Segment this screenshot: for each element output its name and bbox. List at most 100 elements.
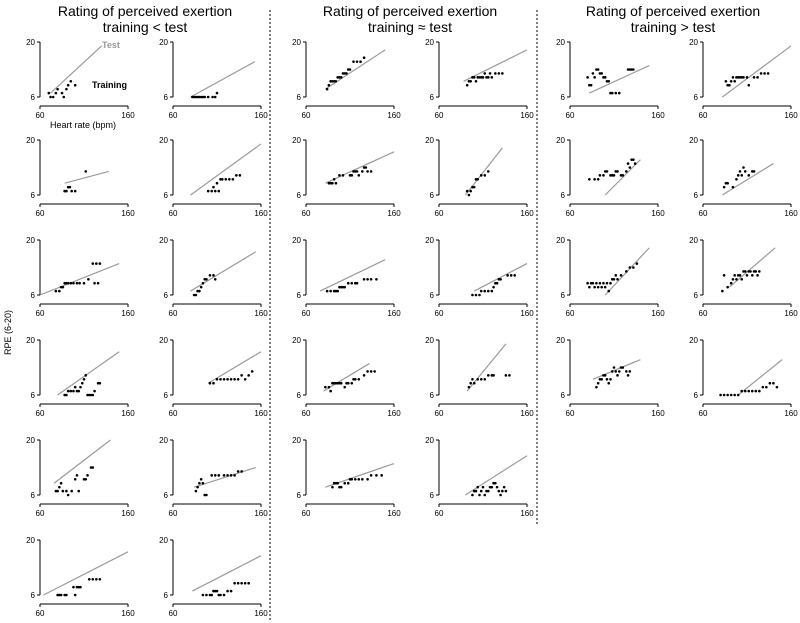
- training-point: [486, 289, 490, 293]
- x-tick-label: 160: [387, 409, 401, 418]
- training-point: [222, 593, 226, 597]
- training-point: [499, 277, 502, 281]
- x-tick-label: 160: [254, 209, 268, 218]
- training-point: [501, 72, 504, 75]
- training-point: [210, 593, 214, 597]
- x-tick-label: 60: [566, 409, 575, 418]
- training-point: [75, 281, 79, 285]
- y-tick-label: 20: [26, 236, 35, 245]
- training-point: [490, 76, 494, 79]
- training-point: [59, 481, 63, 485]
- y-tick-label: 20: [425, 436, 434, 445]
- y-tick-label: 6: [164, 491, 169, 500]
- test-line: [192, 555, 262, 592]
- y-tick-label: 6: [164, 391, 169, 400]
- test-line: [589, 65, 650, 94]
- training-point: [589, 83, 593, 87]
- legend-training: Training: [92, 80, 128, 90]
- training-point: [339, 485, 343, 489]
- group-title-2: Rating of perceived exertion training ≈ t…: [322, 3, 498, 35]
- y-tick-label: 6: [561, 391, 566, 400]
- training-point: [467, 193, 471, 197]
- y-tick-label: 6: [164, 591, 169, 600]
- training-point: [229, 474, 233, 477]
- training-point: [750, 274, 754, 277]
- x-tick-label: 160: [387, 209, 401, 218]
- training-point: [79, 585, 82, 589]
- training-point: [70, 189, 73, 193]
- y-tick-label: 20: [292, 38, 301, 47]
- group-title-1: Rating of perceived exertion training < t…: [57, 3, 233, 35]
- training-point: [632, 266, 635, 269]
- training-point: [338, 174, 341, 177]
- training-point: [219, 377, 222, 381]
- training-point: [62, 95, 66, 99]
- test-line: [463, 49, 528, 82]
- training-point: [56, 489, 59, 493]
- training-point: [60, 91, 64, 95]
- training-point: [212, 381, 215, 385]
- training-point: [596, 177, 600, 181]
- x-tick-label: 160: [784, 209, 798, 218]
- training-point: [240, 374, 243, 377]
- test-line: [722, 163, 774, 196]
- y-tick-label: 20: [159, 136, 168, 145]
- training-point: [747, 83, 751, 87]
- y-tick-label: 6: [694, 391, 699, 400]
- y-tick-label: 6: [31, 93, 36, 102]
- training-point: [212, 274, 215, 277]
- training-point: [247, 581, 250, 585]
- training-point: [210, 474, 214, 477]
- training-point: [743, 170, 747, 173]
- training-point: [765, 385, 768, 389]
- x-tick-label: 160: [387, 509, 401, 518]
- training-point: [66, 281, 70, 285]
- x-tick-label: 60: [36, 309, 45, 318]
- test-line: [193, 466, 256, 488]
- training-point: [362, 56, 366, 60]
- x-tick-label: 160: [520, 309, 534, 318]
- y-tick-label: 6: [694, 93, 699, 102]
- x-tick-label: 160: [520, 111, 534, 120]
- training-point: [486, 489, 490, 493]
- y-tick-label: 6: [297, 491, 302, 500]
- training-point: [78, 281, 81, 285]
- training-point: [603, 285, 607, 289]
- training-point: [70, 489, 73, 493]
- x-tick-label: 60: [302, 209, 311, 218]
- training-point: [600, 285, 603, 289]
- panel-1-2-1: 6 20 60 160: [26, 136, 135, 218]
- training-point: [610, 91, 614, 95]
- training-point: [66, 389, 70, 393]
- training-point: [233, 377, 236, 381]
- training-point: [479, 289, 483, 293]
- panel-1-4-1: 6 20 60 160: [26, 336, 135, 418]
- test-line: [325, 151, 395, 184]
- panel-3-3-2: 6 20 60 160: [689, 236, 798, 318]
- x-tick-label: 160: [121, 111, 135, 120]
- training-point: [201, 281, 205, 285]
- training-point: [628, 370, 632, 373]
- training-point: [213, 474, 217, 477]
- training-point: [66, 493, 70, 497]
- y-tick-label: 20: [689, 236, 698, 245]
- training-point: [612, 277, 616, 281]
- x-axis-label: Heart rate (bpm): [50, 120, 117, 130]
- training-point: [743, 270, 747, 273]
- training-point: [616, 170, 619, 173]
- test-line: [722, 45, 792, 98]
- training-point: [481, 485, 485, 489]
- training-point: [740, 389, 744, 393]
- training-point: [369, 474, 373, 477]
- training-point: [607, 381, 611, 385]
- panel-1-4-2: 6 20 60 160: [159, 336, 268, 418]
- training-point: [596, 285, 600, 289]
- panel-1-5-1: 6 20 60 160: [26, 436, 135, 518]
- y-tick-label: 6: [31, 491, 36, 500]
- panel-3-4-1: 6 20 60 160: [556, 336, 665, 418]
- training-point: [359, 60, 362, 63]
- training-point: [735, 277, 738, 281]
- panel-2-1-2: 6 20 60 160: [425, 38, 534, 120]
- training-point: [341, 174, 345, 177]
- training-point: [332, 177, 336, 181]
